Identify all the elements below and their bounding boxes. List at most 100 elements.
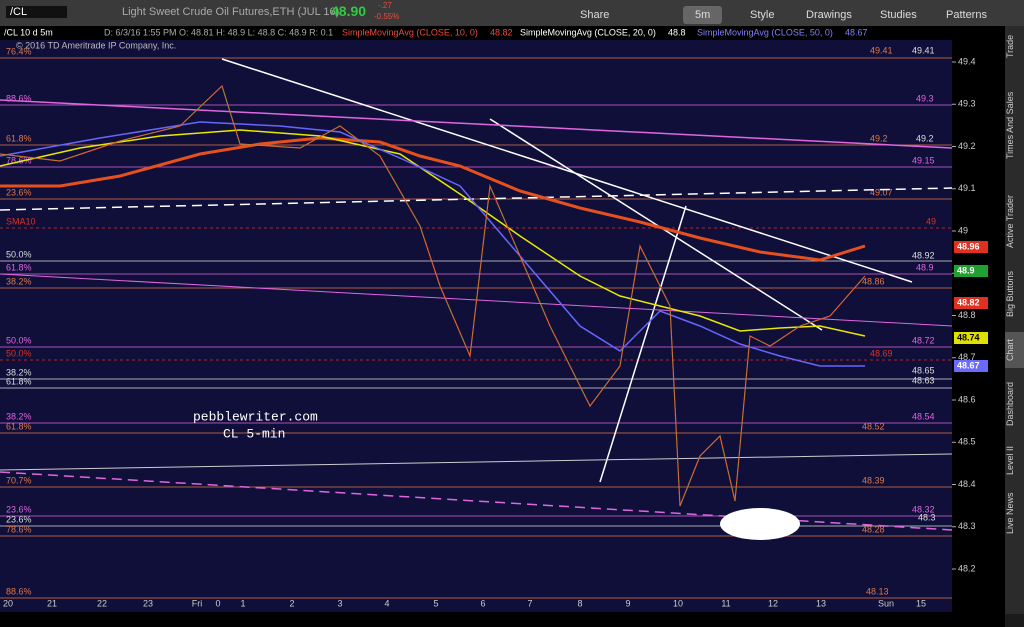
x-tick-label: 11 [721, 598, 730, 608]
level-label-left: 38.2% [6, 276, 32, 286]
copyright: © 2016 TD Ameritrade IP Company, Inc. [16, 40, 176, 50]
price-badge-label: 48.82 [957, 297, 980, 307]
x-tick-label: 8 [577, 598, 582, 608]
level-label-left: 38.2% [6, 411, 32, 421]
level-label-left: 76.4% [6, 46, 32, 56]
annotation: pebblewriter.com [193, 409, 318, 424]
x-tick-label: 5 [433, 598, 438, 608]
x-tick-label: 13 [816, 598, 826, 608]
level-label-right: 49.2 [870, 133, 888, 143]
y-tick-label: 49.3 [958, 99, 976, 109]
study-value: 48.82 [490, 27, 513, 37]
level-label-right: 48.72 [912, 335, 935, 345]
price-line [0, 84, 866, 507]
x-tick-label: 23 [143, 598, 153, 608]
y-tick-label: 48.3 [958, 521, 976, 531]
x-tick-label: 22 [97, 598, 107, 608]
side-tab[interactable]: Level II [1005, 445, 1015, 475]
trend-line [599, 205, 687, 483]
studies-button[interactable]: Studies [880, 9, 917, 21]
level-label-right: 48.54 [912, 411, 935, 421]
side-tab[interactable]: Chart [1005, 332, 1024, 368]
x-tick-label: Fri [192, 598, 203, 608]
side-tab[interactable]: Active Trader [1005, 194, 1015, 248]
x-tick-label: 1 [240, 598, 245, 608]
x-tick-label: 9 [625, 598, 630, 608]
level-label-left: 50.0% [6, 335, 32, 345]
annotation: CL 5-min [223, 426, 285, 441]
level-label-right: 48.92 [912, 250, 935, 260]
level-label-right: 49.41 [870, 45, 893, 55]
price-badge [954, 332, 988, 344]
timeframe-button[interactable]: 5m [683, 6, 723, 24]
x-tick-label: 2 [289, 598, 294, 608]
trend-line [221, 58, 913, 283]
y-tick-label: 49.2 [958, 141, 976, 151]
y-tick-label: 48.6 [958, 394, 976, 404]
level-label-right: 49.07 [870, 187, 893, 197]
level-label-left: 23.6% [6, 187, 32, 197]
level-label-left: 61.8% [6, 421, 32, 431]
study: SimpleMovingAvg (CLOSE, 10, 0) [342, 27, 478, 37]
patterns-button[interactable]: Patterns [946, 9, 987, 21]
level-label-left: 38.2% [6, 367, 32, 377]
level-label-right: 48.28 [862, 524, 885, 534]
side-tabs: Trade Times And Sales Active Trader Big But… [1005, 26, 1024, 614]
chart-bg [0, 26, 1005, 627]
ohlc: D: 6/3/16 1:55 PM O: 48.81 H: 48.9 L: 48… [104, 27, 333, 37]
style-button[interactable]: Style [750, 9, 775, 21]
y-tick-label: 48.5 [958, 437, 976, 447]
level-label-left: 50.0% [6, 348, 32, 358]
x-tick-label: 7 [527, 598, 532, 608]
study: SimpleMovingAvg (CLOSE, 50, 0) [697, 27, 833, 37]
level-label-left: 23.6% [6, 504, 32, 514]
trend-line [0, 453, 953, 471]
side-tab[interactable]: Live News [1005, 492, 1015, 534]
level-label-right: 48.69 [870, 348, 893, 358]
price-badge [954, 297, 988, 309]
level-label-left: 61.8% [6, 262, 32, 272]
side-tab[interactable]: Times And Sales [1005, 91, 1015, 159]
level-label-right: 48.13 [866, 586, 889, 596]
level-label-left: 23.6% [6, 514, 32, 524]
study-value: 48.8 [668, 27, 686, 37]
x-tick-label: 15 [916, 598, 926, 608]
change-pct: -0.55% [374, 12, 400, 21]
share-button[interactable]: Share [580, 9, 610, 21]
x-tick-label: 10 [673, 598, 683, 608]
x-tick-label: 4 [384, 598, 389, 608]
x-tick-label: 12 [768, 598, 778, 608]
y-tick-label: 49 [958, 225, 968, 235]
level-label-right: 49.3 [916, 93, 934, 103]
level-label-right: 48.3 [918, 512, 936, 522]
description: Light Sweet Crude Oil Futures,ETH (JUL 1… [122, 6, 340, 18]
symbol-box[interactable]: /CL [6, 6, 68, 18]
price-badge-label: 48.67 [957, 360, 980, 370]
price-badge-label: 48.96 [957, 241, 980, 251]
level-label-left: 61.8% [6, 376, 32, 386]
level-label-right: 48.32 [912, 504, 935, 514]
sma-line [0, 121, 865, 367]
side-tab[interactable]: Big Buttons [1005, 270, 1015, 318]
y-tick-label: 48.8 [958, 310, 976, 320]
level-label-left: 50.0% [6, 249, 32, 259]
x-tick-label: 3 [337, 598, 342, 608]
side-tab[interactable]: Trade [1005, 34, 1015, 58]
drawings-button[interactable]: Drawings [806, 9, 852, 21]
level-label-right: 48.52 [862, 421, 885, 431]
trend-line [0, 99, 953, 149]
level-label-left: 61.8% [6, 133, 32, 143]
price-axis-bg [952, 40, 1005, 612]
level-label-right: 48.63 [912, 375, 935, 385]
price-badge [954, 265, 988, 277]
sma-line [0, 129, 866, 337]
y-tick-label: 49.4 [958, 56, 976, 66]
level-label-left: SMA10 [6, 216, 36, 226]
price-badge [954, 360, 988, 372]
side-tab[interactable]: Dashboard [1005, 381, 1015, 427]
level-label-right: 48.86 [862, 276, 885, 286]
level-label-right: 48.39 [862, 475, 885, 485]
y-tick-label: 48.4 [958, 479, 976, 489]
info-bar [0, 26, 1005, 40]
